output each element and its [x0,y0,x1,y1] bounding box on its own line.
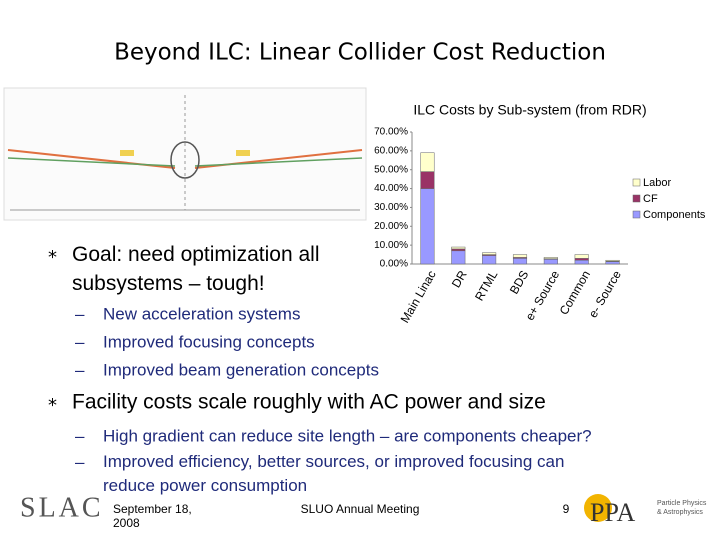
slac-logo: SLAC [20,492,104,523]
ppa-logo-mark [584,494,612,522]
y-tick-label: 10.00% [374,240,408,251]
bullet-text: Facility costs scale roughly with AC pow… [72,391,546,414]
sub-bullet-marker: – [75,452,85,471]
bar-segment [605,261,620,265]
sub-bullet-text: Improved beam generation concepts [103,360,379,379]
sub-bullet-text: Improved efficiency, better sources, or … [103,452,564,495]
y-tick-label: 60.00% [374,145,408,156]
bar-segment [482,255,497,265]
y-tick-label: 40.00% [374,183,408,194]
x-tick-label: DR [449,268,470,290]
legend-label: Components [643,209,706,221]
x-tick-label: RTML [472,268,501,303]
footer-date: 2008 [113,516,140,530]
bar-segment [420,188,435,265]
legend-swatch [632,194,641,203]
bar-segment [512,258,528,265]
legend-swatch [632,178,641,187]
chart-title: ILC Costs by Sub-system (from RDR) [413,102,646,118]
bar-segment [451,248,466,252]
bar-segment [420,152,435,172]
bar-segment [574,259,589,265]
slide-title: Beyond ILC: Linear Collider Cost Reducti… [114,40,606,66]
bar-segment [451,250,466,265]
bar-segment [512,254,528,258]
sub-bullet-marker: – [75,426,85,445]
footer-event: SLUO Annual Meeting [301,502,420,516]
sub-bullet-marker: – [75,360,85,379]
y-tick-label: 50.00% [374,164,408,175]
x-tick-label: Main Linac [398,268,439,325]
bullet-line: subsystems – tough! [72,272,265,295]
bullet-line: Goal: need optimization all [72,243,319,266]
sub-bullet-text: New acceleration systems [103,304,300,323]
bar-segment [574,254,589,259]
ppa-subtitle: Particle Physics [657,500,707,507]
bar-segment [543,257,558,259]
bar-segment [482,252,497,255]
sub-bullet-text: Improved focusing concepts [103,332,315,351]
y-tick-label: 0.00% [380,259,408,270]
sub-bullet-marker: – [75,304,85,323]
bullet-text: Goal: need optimization all subsystems – … [72,243,319,295]
bar-segment [543,259,558,265]
ppa-subtitle: & Astrophysics [657,509,703,516]
schematic-diagram [3,87,367,221]
bar-segment [605,259,620,262]
y-tick-label: 30.00% [374,202,408,213]
y-tick-label: 70.00% [374,127,408,138]
sub-bullet-marker: – [75,332,85,351]
ppa-logo: PPA [590,498,636,527]
legend-label: CF [643,193,658,205]
sub-bullet-line: reduce power consumption [103,476,307,495]
legend-swatch [632,210,641,219]
bar-segment [451,246,466,250]
bullet-marker: * [48,247,57,268]
page-number: 9 [563,502,570,516]
x-tick-label: BDS [507,268,531,296]
footer-date: September 18, [113,502,192,516]
bar-segment [420,171,435,189]
bar-segment [574,258,589,261]
legend-label: Labor [643,177,671,189]
sub-bullet-text: High gradient can reduce site length – a… [103,426,592,445]
bullet-marker: * [48,395,57,416]
sub-bullet-line: Improved efficiency, better sources, or … [103,452,564,471]
y-tick-label: 20.00% [374,221,408,232]
